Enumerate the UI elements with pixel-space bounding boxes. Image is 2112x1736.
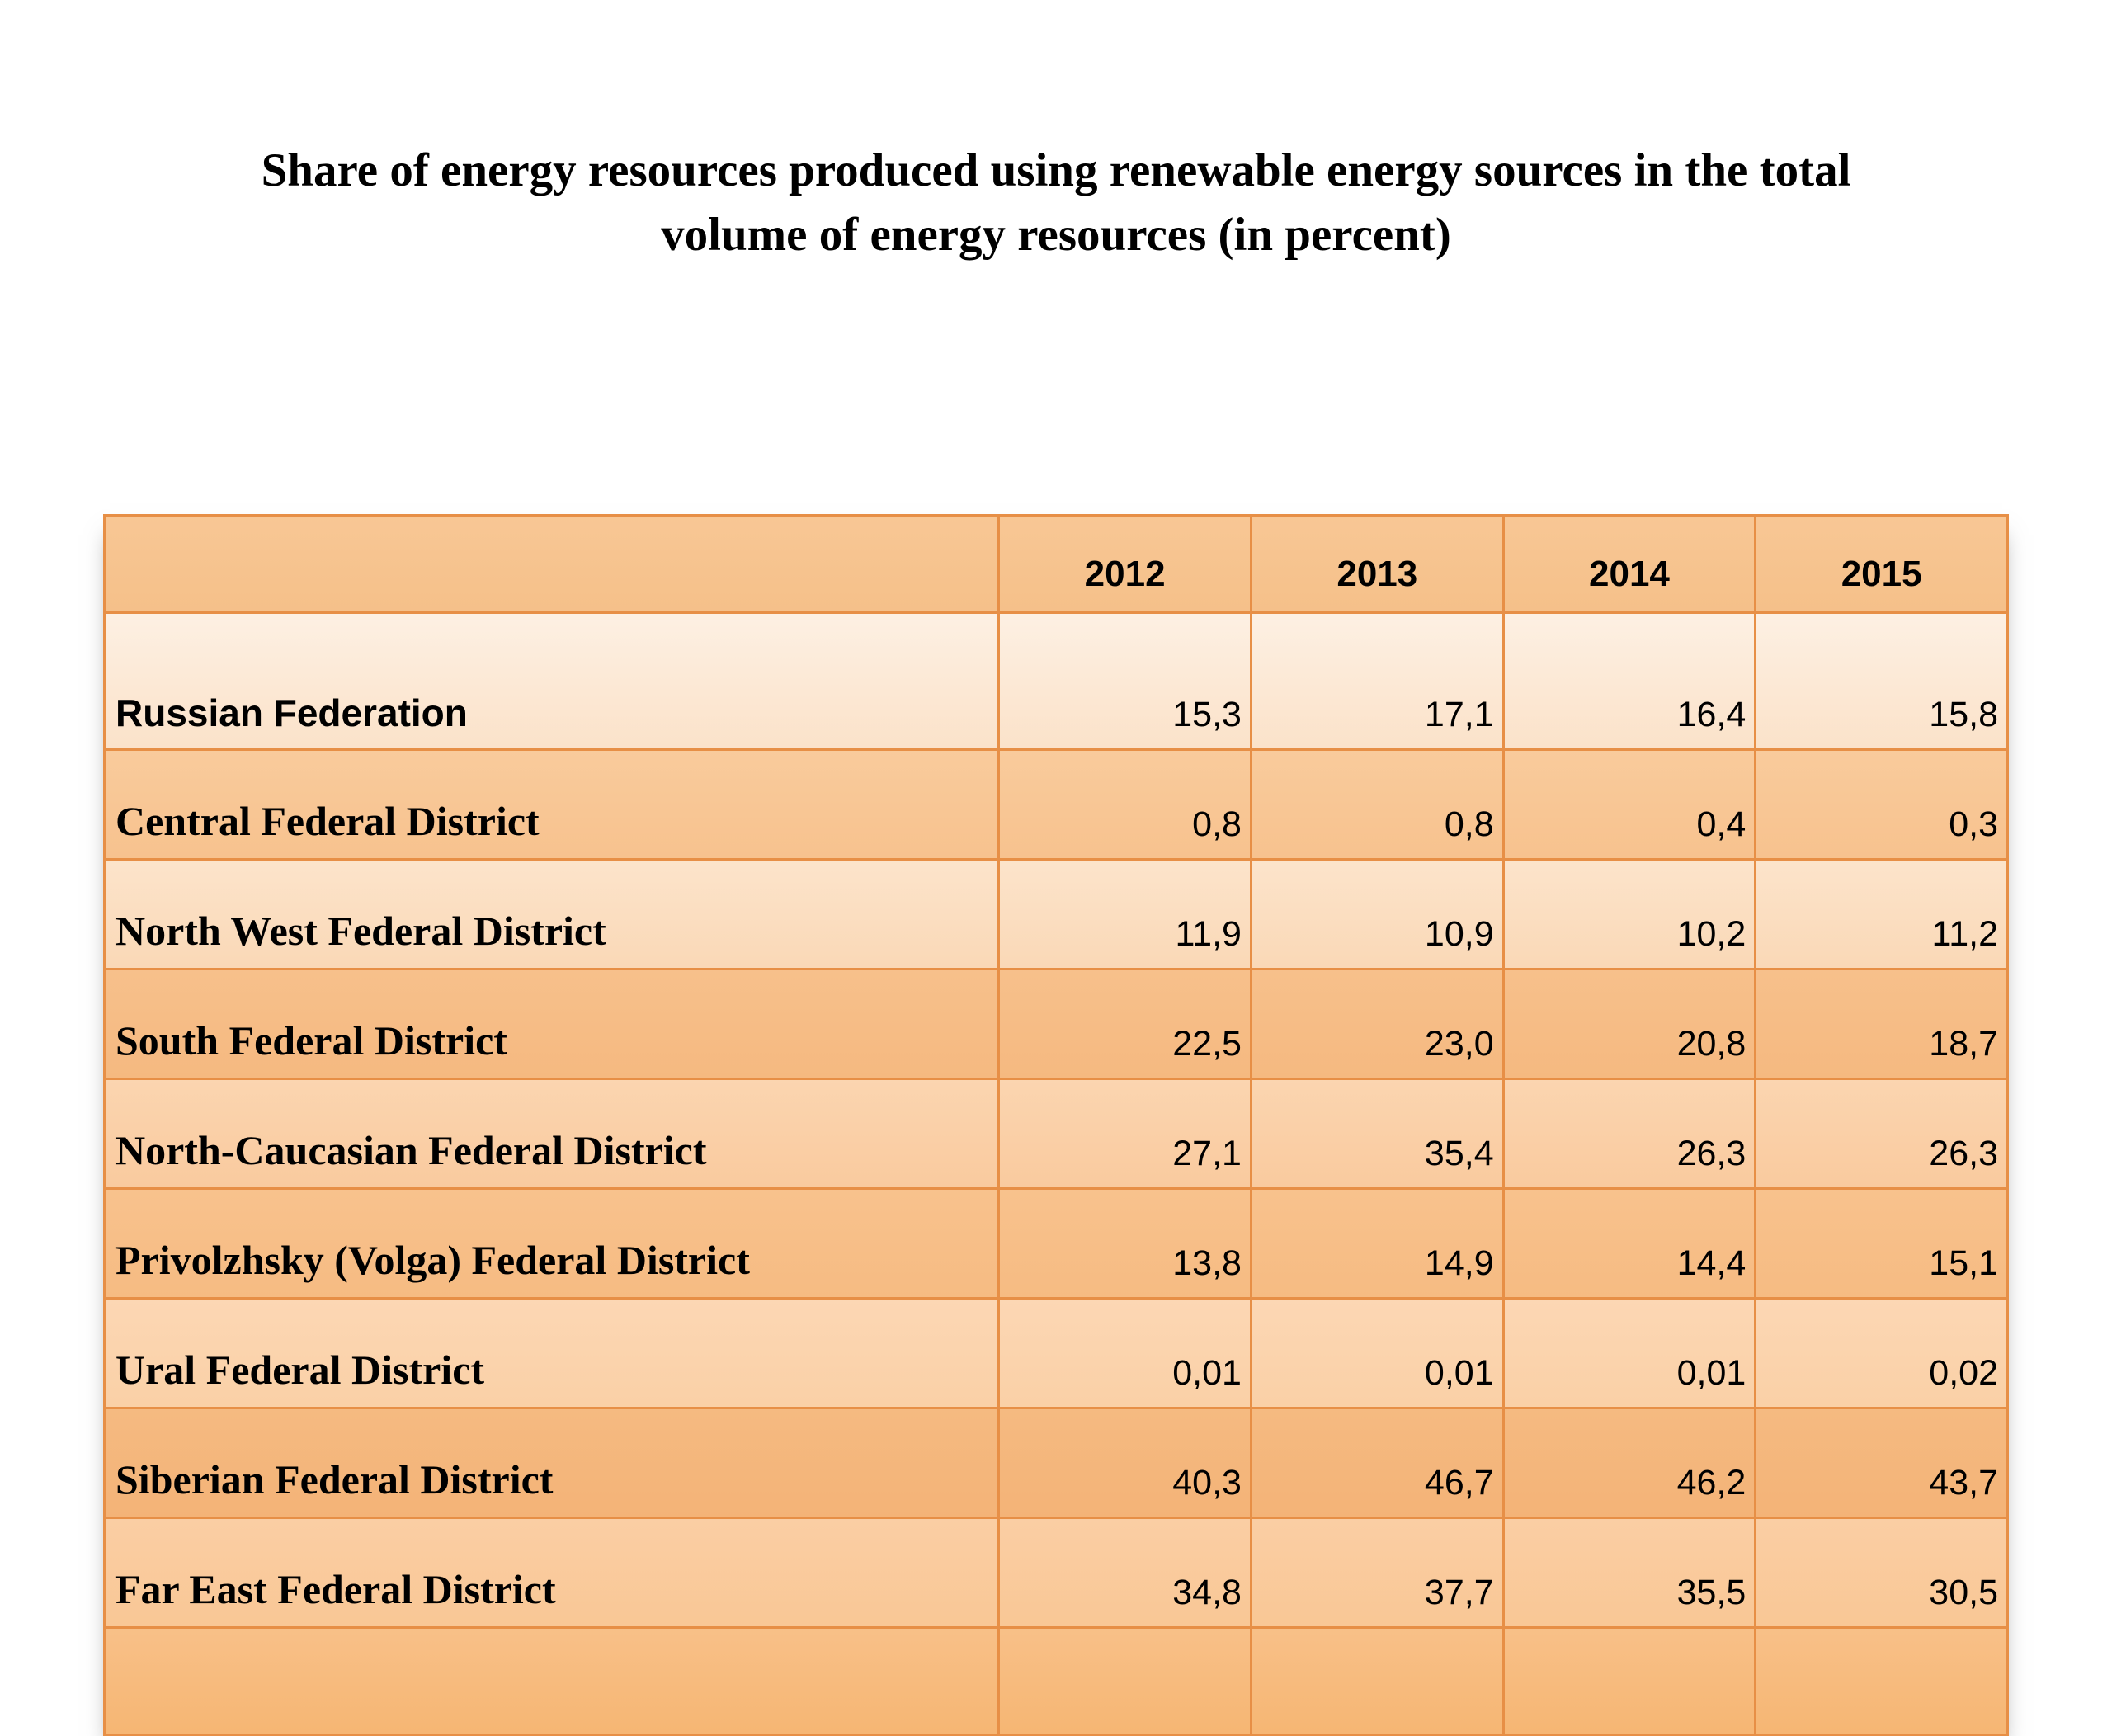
cell-value: 15,1 bbox=[1754, 1187, 2009, 1300]
cell-value: 0,8 bbox=[997, 748, 1252, 861]
table-row: Central Federal District 0,8 0,8 0,4 0,3 bbox=[102, 748, 2009, 861]
cell-value bbox=[997, 1626, 1252, 1736]
cell-value: 17,1 bbox=[1249, 611, 1505, 751]
table-row: North West Federal District 11,9 10,9 10,2 1… bbox=[102, 858, 2009, 970]
row-label: Russian Federation bbox=[102, 611, 1001, 751]
row-label: North West Federal District bbox=[102, 858, 1001, 970]
cell-value: 13,8 bbox=[997, 1187, 1252, 1300]
cell-value: 46,2 bbox=[1502, 1407, 1757, 1519]
cell-value: 35,4 bbox=[1249, 1078, 1505, 1190]
cell-value: 22,5 bbox=[997, 968, 1252, 1080]
corner-cell bbox=[102, 514, 1001, 614]
cell-value: 11,9 bbox=[997, 858, 1252, 970]
cell-value: 27,1 bbox=[997, 1078, 1252, 1190]
cell-value: 15,3 bbox=[997, 611, 1252, 751]
cell-value bbox=[1249, 1626, 1505, 1736]
slide: { "title": { "line1": "Share of energy r… bbox=[0, 139, 2112, 1736]
column-header-1: 2012 bbox=[997, 514, 1252, 614]
cell-value: 11,2 bbox=[1754, 858, 2009, 970]
table-row: Russian Federation 15,3 17,1 16,4 15,8 bbox=[102, 611, 2009, 751]
cell-value: 35,5 bbox=[1502, 1517, 1757, 1629]
table-row: Far East Federal District 34,8 37,7 35,5 30,… bbox=[102, 1517, 2009, 1629]
cell-value: 26,3 bbox=[1502, 1078, 1757, 1190]
cell-value: 0,01 bbox=[1502, 1297, 1757, 1409]
column-header-4: 2015 bbox=[1754, 514, 2009, 614]
page-title: Share of energy resources produced using… bbox=[124, 139, 1988, 267]
cell-value: 10,2 bbox=[1502, 858, 1757, 970]
table-row: Siberian Federal District 40,3 46,7 46,2 43,… bbox=[102, 1407, 2009, 1519]
column-header-2: 2013 bbox=[1249, 514, 1505, 614]
cell-value: 34,8 bbox=[997, 1517, 1252, 1629]
table-body: Russian Federation 15,3 17,1 16,4 15,8 Centra… bbox=[102, 611, 2009, 1736]
cell-value: 37,7 bbox=[1249, 1517, 1505, 1629]
cell-value: 20,8 bbox=[1502, 968, 1757, 1080]
row-label: Privolzhsky (Volga) Federal District bbox=[102, 1187, 1001, 1300]
cell-value: 23,0 bbox=[1249, 968, 1505, 1080]
cell-value: 18,7 bbox=[1754, 968, 2009, 1080]
cell-value: 43,7 bbox=[1754, 1407, 2009, 1519]
row-label: Siberian Federal District bbox=[102, 1407, 1001, 1519]
row-label bbox=[102, 1626, 1001, 1736]
cell-value: 0,3 bbox=[1754, 748, 2009, 861]
table-row: South Federal District 22,5 23,0 20,8 18,7 bbox=[102, 968, 2009, 1080]
page-title-line-2: volume of energy resources (in percent) bbox=[661, 209, 1451, 261]
data-table: 2012 2013 2014 2015 Russian Federation 15… bbox=[102, 514, 2009, 1736]
page-title-line-1: Share of energy resources produced using… bbox=[261, 144, 1851, 196]
row-label: South Federal District bbox=[102, 968, 1001, 1080]
cell-value: 40,3 bbox=[997, 1407, 1252, 1519]
cell-value: 0,01 bbox=[1249, 1297, 1505, 1409]
cell-value: 10,9 bbox=[1249, 858, 1505, 970]
cell-value: 46,7 bbox=[1249, 1407, 1505, 1519]
table-header-row: 2012 2013 2014 2015 bbox=[102, 514, 2009, 614]
row-label: Ural Federal District bbox=[102, 1297, 1001, 1409]
cell-value: 0,4 bbox=[1502, 748, 1757, 861]
cell-value: 0,8 bbox=[1249, 748, 1505, 861]
cell-value: 16,4 bbox=[1502, 611, 1757, 751]
cell-value: 0,02 bbox=[1754, 1297, 2009, 1409]
cell-value bbox=[1754, 1626, 2009, 1736]
table-row: Ural Federal District 0,01 0,01 0,01 0,02 bbox=[102, 1297, 2009, 1409]
cell-value: 14,4 bbox=[1502, 1187, 1757, 1300]
row-label: North-Caucasian Federal District bbox=[102, 1078, 1001, 1190]
column-header-3: 2014 bbox=[1502, 514, 1757, 614]
data-table-container: 2012 2013 2014 2015 Russian Federation 15… bbox=[102, 514, 2009, 1736]
cell-value: 14,9 bbox=[1249, 1187, 1505, 1300]
cell-value bbox=[1502, 1626, 1757, 1736]
cell-value: 0,01 bbox=[997, 1297, 1252, 1409]
table-row: Privolzhsky (Volga) Federal District 13,8… bbox=[102, 1187, 2009, 1300]
row-label: Central Federal District bbox=[102, 748, 1001, 861]
table-row: North-Caucasian Federal District 27,1 35,4… bbox=[102, 1078, 2009, 1190]
table-row bbox=[102, 1626, 2009, 1736]
cell-value: 30,5 bbox=[1754, 1517, 2009, 1629]
row-label: Far East Federal District bbox=[102, 1517, 1001, 1629]
cell-value: 26,3 bbox=[1754, 1078, 2009, 1190]
cell-value: 15,8 bbox=[1754, 611, 2009, 751]
